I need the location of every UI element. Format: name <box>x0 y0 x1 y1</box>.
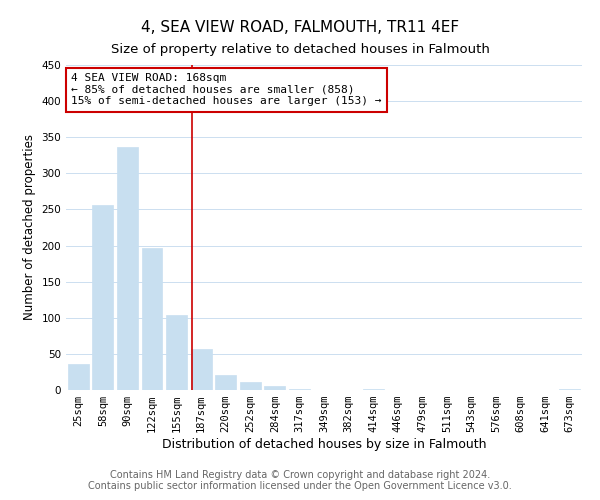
Text: 4 SEA VIEW ROAD: 168sqm
← 85% of detached houses are smaller (858)
15% of semi-d: 4 SEA VIEW ROAD: 168sqm ← 85% of detache… <box>71 73 382 106</box>
Bar <box>166 315 187 390</box>
Bar <box>142 248 163 390</box>
X-axis label: Distribution of detached houses by size in Falmouth: Distribution of detached houses by size … <box>162 438 486 451</box>
Text: 4, SEA VIEW ROAD, FALMOUTH, TR11 4EF: 4, SEA VIEW ROAD, FALMOUTH, TR11 4EF <box>141 20 459 35</box>
Bar <box>289 388 310 390</box>
Bar <box>92 205 113 390</box>
Bar <box>191 349 212 390</box>
Bar <box>68 364 89 390</box>
Text: Contains HM Land Registry data © Crown copyright and database right 2024.: Contains HM Land Registry data © Crown c… <box>110 470 490 480</box>
Y-axis label: Number of detached properties: Number of detached properties <box>23 134 36 320</box>
Bar <box>265 386 286 390</box>
Bar <box>240 382 261 390</box>
Bar <box>117 148 138 390</box>
Text: Size of property relative to detached houses in Falmouth: Size of property relative to detached ho… <box>110 42 490 56</box>
Bar <box>559 388 580 390</box>
Text: Contains public sector information licensed under the Open Government Licence v3: Contains public sector information licen… <box>88 481 512 491</box>
Bar <box>215 375 236 390</box>
